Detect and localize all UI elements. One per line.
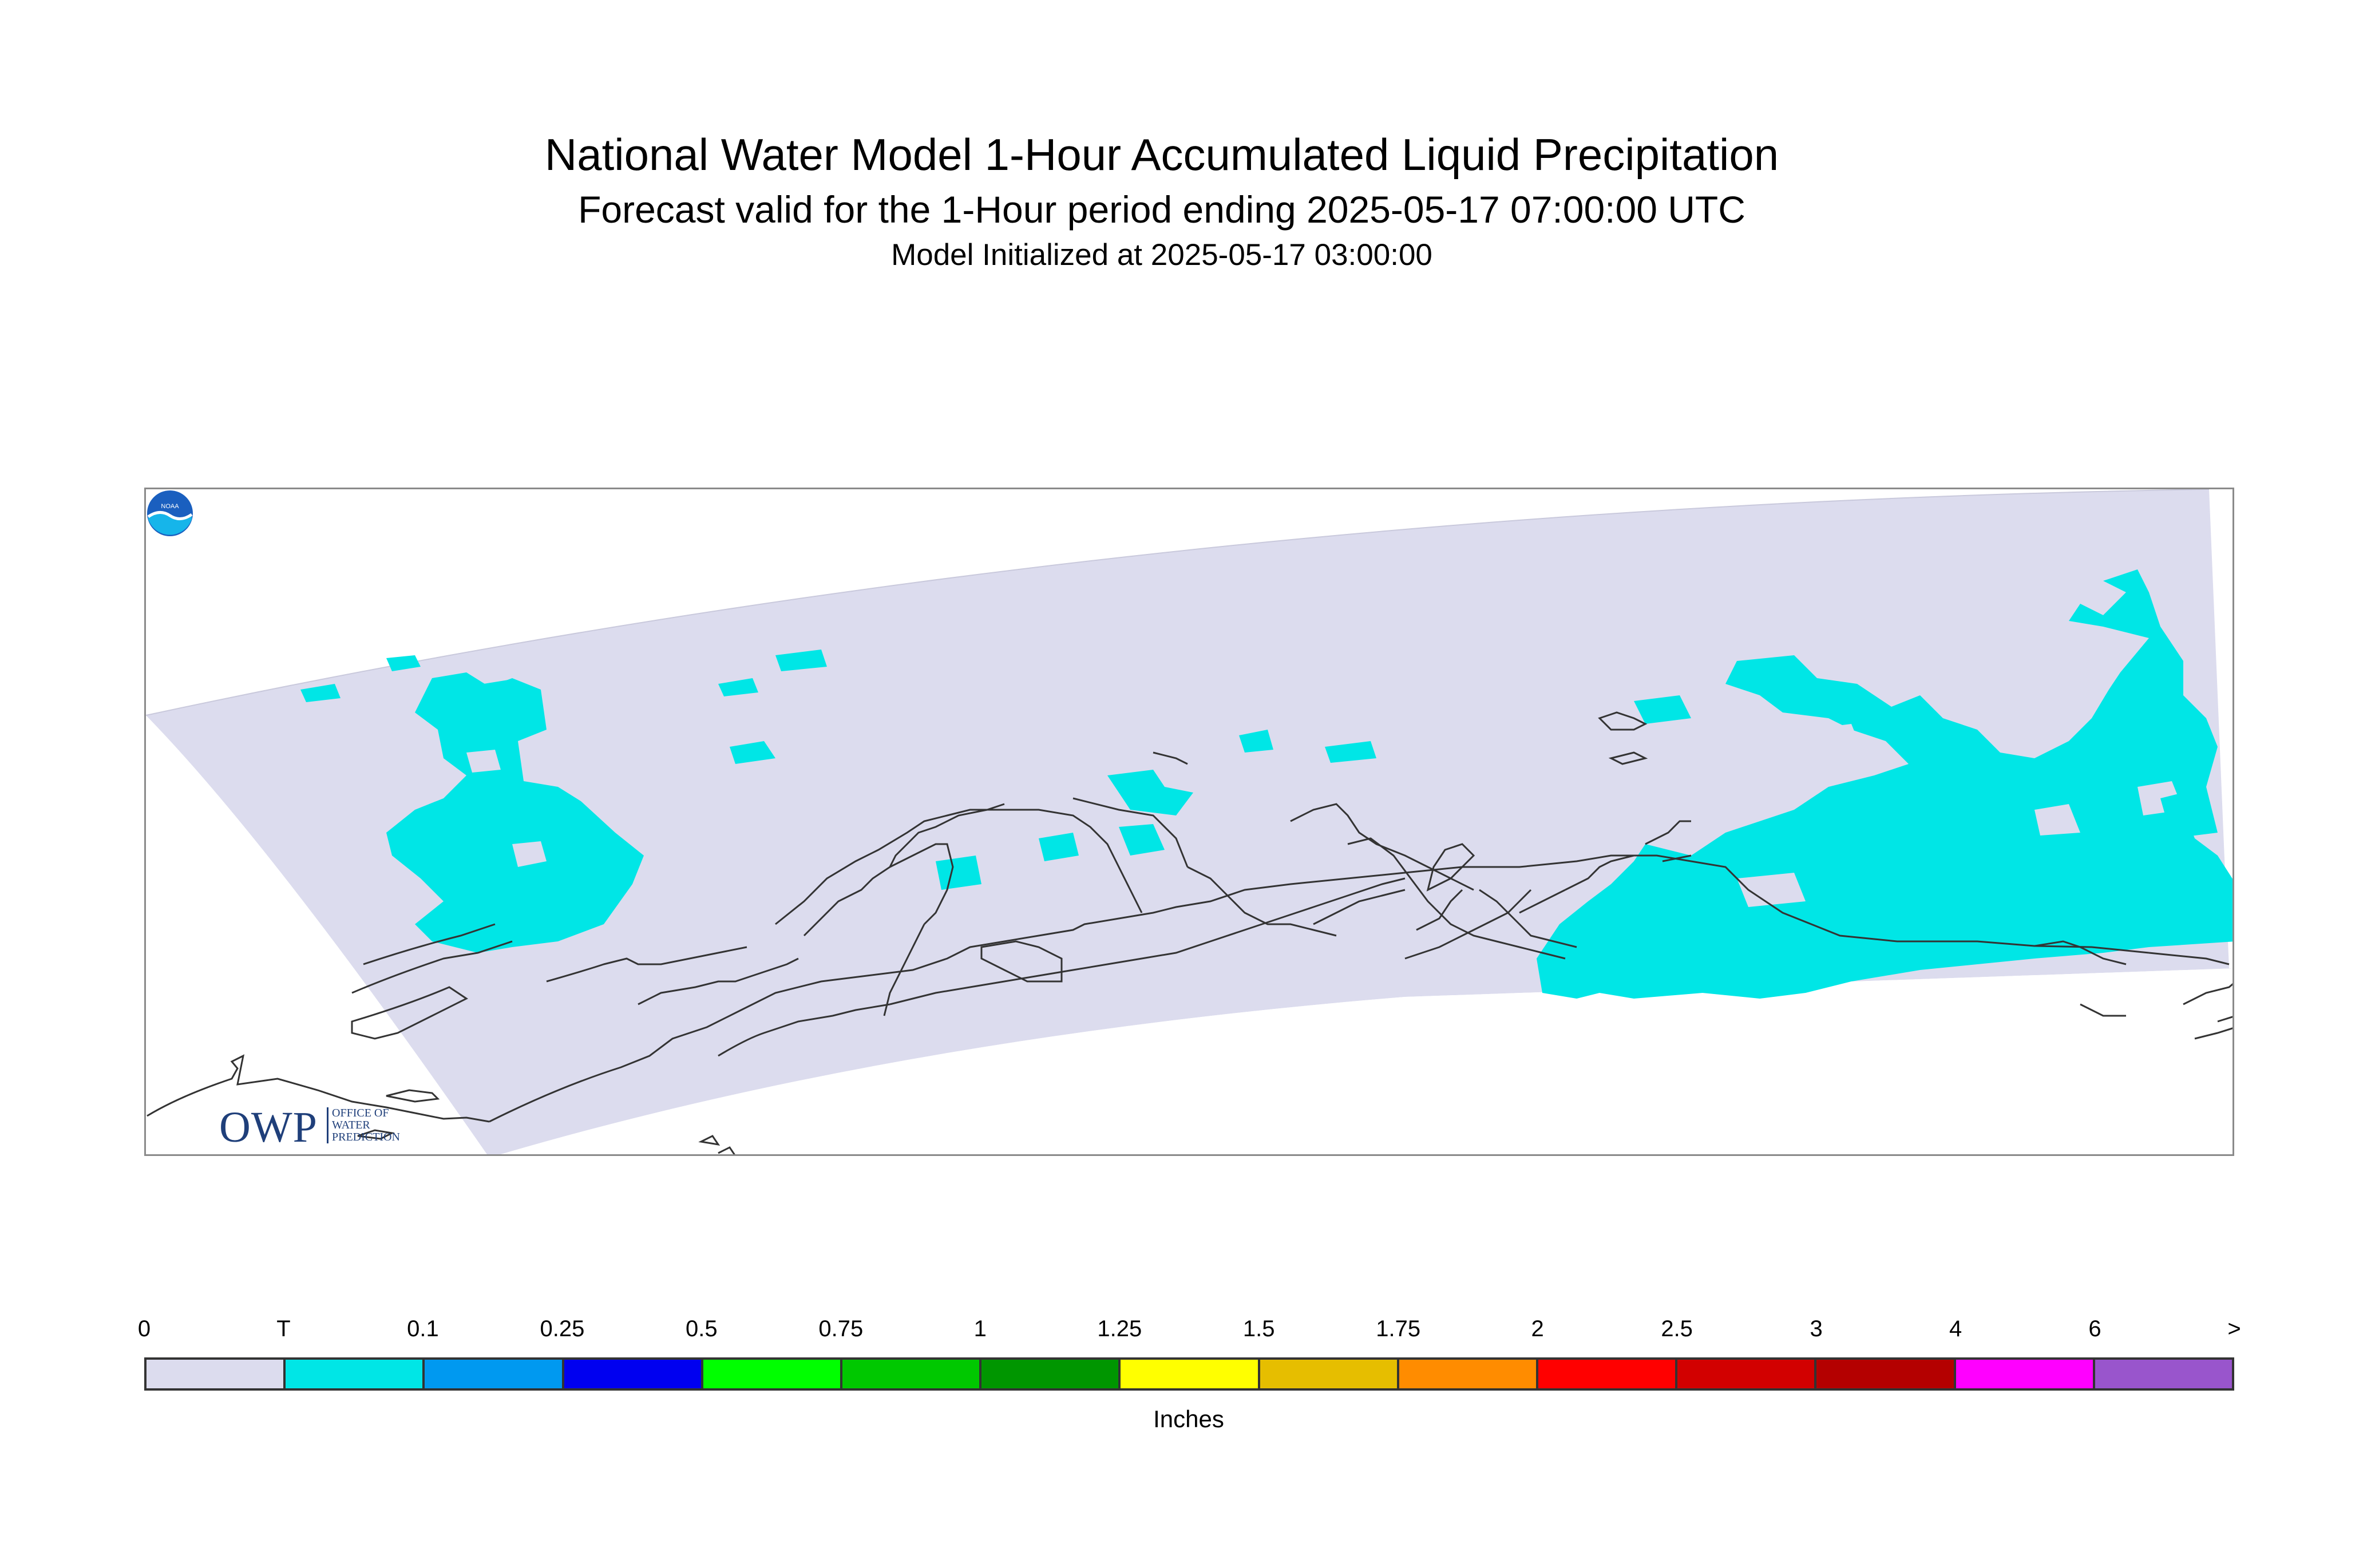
owp-logo-letters: OWP	[219, 1103, 318, 1151]
color-bar-segment-12	[1816, 1360, 1956, 1388]
legend-tick-label: 0.1	[407, 1316, 439, 1341]
color-bar-segment-2	[425, 1360, 564, 1388]
color-bar-segment-1	[286, 1360, 425, 1388]
legend-tick-label: T	[276, 1316, 291, 1341]
color-bar	[144, 1357, 2234, 1391]
owp-logo-text: OFFICE OF WATER PREDICTION	[327, 1107, 401, 1143]
legend-tick-label: 4	[1949, 1316, 1962, 1341]
legend-tick-label: 1.75	[1376, 1316, 1421, 1341]
legend-tick-label: 3	[1810, 1316, 1823, 1341]
legend-tick-label: 0	[137, 1316, 151, 1341]
legend-tick-label: 0.75	[818, 1316, 864, 1341]
legend-tick-label: >	[2227, 1316, 2241, 1341]
color-bar-segment-10	[1538, 1360, 1678, 1388]
color-bar-segment-3	[564, 1360, 703, 1388]
map-canvas	[146, 489, 2232, 1154]
coastline	[147, 711, 2232, 1123]
color-bar-segment-9	[1399, 1360, 1539, 1388]
map-title: National Water Model 1-Hour Accumulated …	[544, 129, 1779, 180]
color-bar-segment-14	[2095, 1360, 2232, 1388]
noaa-logo: NOAA	[147, 490, 193, 536]
color-bar-segment-11	[1677, 1360, 1817, 1388]
legend-tick-label: 0.25	[540, 1316, 585, 1341]
color-bar-segment-5	[842, 1360, 982, 1388]
legend-tick-label: 1.5	[1242, 1316, 1275, 1341]
legend-tick-label: 6	[2088, 1316, 2101, 1341]
model-domain	[146, 489, 2232, 1154]
legend-units-label: Inches	[1153, 1405, 1224, 1432]
color-bar-segment-7	[1121, 1360, 1260, 1388]
legend-tick-label: 1	[973, 1316, 987, 1341]
svg-text:NOAA: NOAA	[161, 503, 179, 510]
color-bar-segment-4	[703, 1360, 843, 1388]
color-bar-segment-0	[147, 1360, 286, 1388]
model-init-subtitle: Model Initialized at 2025-05-17 03:00:00	[891, 238, 1432, 272]
legend-tick-label: 0.5	[686, 1316, 718, 1341]
legend-tick-label: 2.5	[1661, 1316, 1693, 1341]
color-bar-segment-6	[981, 1360, 1121, 1388]
map-panel: OWP OFFICE OF WATER PREDICTION NOAA	[144, 488, 2234, 1156]
legend-tick-label: 2	[1531, 1316, 1544, 1341]
legend-tick-label: 1.25	[1097, 1316, 1142, 1341]
forecast-valid-subtitle: Forecast valid for the 1-Hour period end…	[578, 188, 1745, 231]
color-bar-segment-13	[1956, 1360, 2095, 1388]
precip-trace-areas	[300, 569, 2232, 999]
color-bar-segment-8	[1260, 1360, 1399, 1388]
